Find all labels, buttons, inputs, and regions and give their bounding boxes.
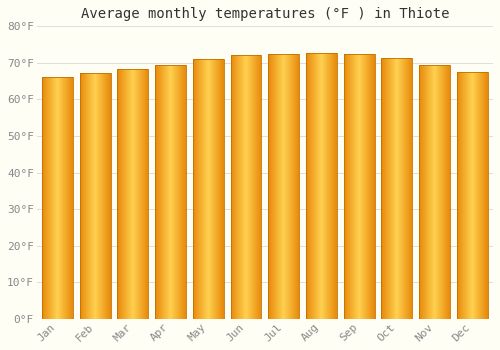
Bar (344, 55, 374, 319)
Bar (193, 59, 224, 319)
Bar (419, 65, 450, 319)
Bar (268, 55, 299, 319)
Bar (230, 55, 262, 319)
Bar (306, 53, 337, 319)
Bar (42, 77, 73, 319)
Bar (382, 58, 412, 319)
Bar (118, 69, 148, 319)
Bar (155, 65, 186, 319)
Bar (457, 72, 488, 319)
Title: Average monthly temperatures (°F ) in Thiote: Average monthly temperatures (°F ) in Th… (80, 7, 449, 21)
Bar (80, 74, 110, 319)
